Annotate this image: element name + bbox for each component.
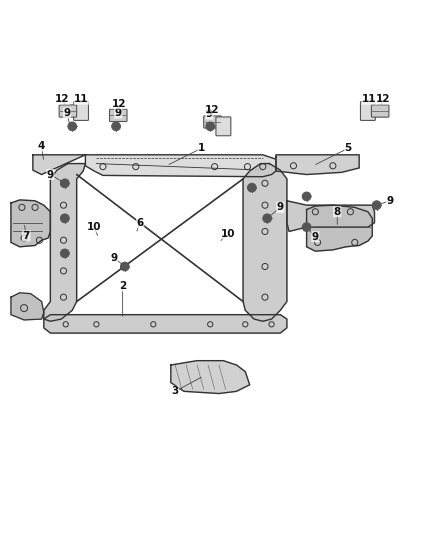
- FancyBboxPatch shape: [110, 109, 127, 122]
- Text: 7: 7: [23, 231, 30, 241]
- Text: 5: 5: [345, 143, 352, 154]
- Circle shape: [60, 214, 69, 223]
- Text: 9: 9: [277, 203, 284, 212]
- Text: 4: 4: [38, 141, 45, 151]
- Polygon shape: [287, 201, 374, 231]
- Polygon shape: [243, 164, 287, 321]
- Circle shape: [302, 223, 311, 231]
- Circle shape: [372, 201, 381, 209]
- Polygon shape: [307, 205, 372, 251]
- Text: 10: 10: [220, 229, 235, 239]
- FancyBboxPatch shape: [371, 105, 389, 117]
- Circle shape: [112, 122, 120, 131]
- Text: 12: 12: [55, 94, 70, 104]
- Text: 6: 6: [137, 217, 144, 228]
- Text: 12: 12: [375, 94, 390, 104]
- Text: 3: 3: [172, 386, 179, 397]
- Text: 9: 9: [115, 108, 122, 118]
- Text: 11: 11: [362, 94, 377, 104]
- FancyBboxPatch shape: [74, 102, 88, 120]
- Polygon shape: [33, 155, 85, 174]
- Text: 12: 12: [111, 99, 126, 109]
- Text: 9: 9: [206, 109, 213, 119]
- Circle shape: [247, 183, 256, 192]
- Circle shape: [68, 122, 77, 131]
- Text: 2: 2: [119, 281, 126, 291]
- Polygon shape: [11, 293, 44, 320]
- Polygon shape: [11, 200, 50, 247]
- Text: 9: 9: [386, 196, 393, 206]
- FancyBboxPatch shape: [204, 116, 221, 128]
- FancyBboxPatch shape: [360, 102, 375, 120]
- Circle shape: [263, 214, 272, 223]
- Polygon shape: [44, 164, 85, 321]
- FancyBboxPatch shape: [59, 105, 77, 117]
- Polygon shape: [85, 155, 276, 177]
- Text: 9: 9: [312, 232, 319, 242]
- Circle shape: [206, 122, 215, 131]
- FancyBboxPatch shape: [216, 117, 231, 136]
- Circle shape: [302, 192, 311, 201]
- Text: 12: 12: [205, 104, 219, 115]
- Text: 1: 1: [198, 143, 205, 154]
- Circle shape: [120, 262, 129, 271]
- Polygon shape: [171, 361, 250, 393]
- Text: 9: 9: [47, 169, 54, 180]
- Text: 9: 9: [110, 253, 117, 263]
- Text: 10: 10: [87, 222, 102, 232]
- Circle shape: [60, 249, 69, 258]
- Polygon shape: [276, 155, 359, 174]
- Text: 11: 11: [74, 94, 89, 104]
- Circle shape: [60, 179, 69, 188]
- Text: 9: 9: [64, 108, 71, 118]
- Polygon shape: [44, 314, 287, 333]
- Text: 8: 8: [334, 207, 341, 217]
